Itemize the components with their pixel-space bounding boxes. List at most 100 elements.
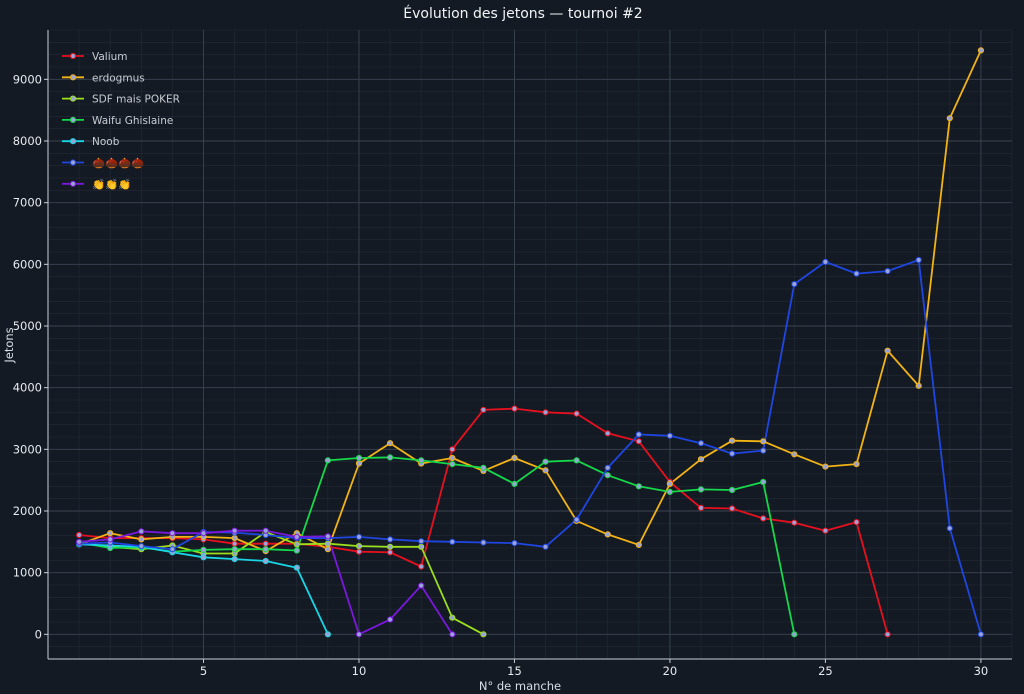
data-point (573, 516, 580, 523)
legend-item-0: Valium (62, 51, 128, 63)
data-point (200, 554, 207, 561)
data-point (387, 536, 394, 543)
data-point (107, 530, 114, 537)
data-point (604, 531, 611, 538)
chart-title: Évolution des jetons — tournoi #2 (403, 5, 642, 22)
data-point (200, 546, 207, 554)
legend-marker (69, 180, 77, 187)
data-point (666, 480, 674, 487)
data-point (915, 382, 922, 389)
data-point (822, 527, 829, 534)
data-point (729, 450, 736, 457)
data-point (884, 268, 891, 275)
y-tick-label: 5000 (13, 319, 42, 333)
series-line-1 (78, 50, 982, 552)
data-point (791, 519, 798, 526)
data-point (791, 451, 798, 458)
data-point (324, 533, 331, 540)
data-point (231, 535, 238, 542)
data-point (884, 631, 891, 638)
data-point (231, 540, 238, 547)
data-point (418, 457, 425, 464)
legend-label: Valium (92, 51, 128, 63)
data-point (573, 457, 580, 464)
legend-marker (69, 159, 77, 166)
x-tick-label: 30 (974, 664, 989, 678)
data-point (76, 531, 83, 539)
data-point (511, 454, 518, 462)
y-tick-label: 7000 (13, 196, 42, 210)
legend-marker (69, 74, 77, 81)
legend-label: erdogmus (92, 72, 145, 84)
data-point (355, 460, 363, 467)
data-point (387, 543, 394, 550)
y-axis-ticks: 0 1000 2000 3000 4000 5000 6000 7000 8000 9000 (13, 72, 48, 641)
data-point (355, 454, 363, 462)
data-point (449, 446, 456, 453)
y-tick-label: 9000 (13, 72, 42, 86)
data-point (418, 543, 425, 550)
data-point (231, 556, 238, 563)
data-point (138, 536, 145, 543)
data-point (511, 405, 518, 412)
data-point (542, 458, 549, 465)
x-axis-ticks: 5 10 15 20 25 30 (200, 659, 988, 678)
data-point (573, 410, 580, 417)
y-tick-label: 6000 (13, 257, 42, 271)
data-point (635, 541, 642, 549)
data-point (542, 467, 549, 474)
data-point (76, 538, 83, 545)
series-line-3 (78, 456, 796, 635)
data-point (293, 541, 300, 548)
legend-item-2: SDF mais POKER (62, 94, 180, 106)
legend-marker (69, 95, 77, 102)
data-point (697, 456, 705, 463)
data-point (324, 546, 331, 553)
legend: Valium erdogmus SDF mais POKER Waifu Ghisla… (62, 51, 180, 191)
data-point (262, 540, 269, 547)
grid (47, 29, 1013, 660)
data-point (729, 486, 736, 494)
x-tick-label: 20 (663, 664, 678, 678)
y-axis-label: Jetons (2, 327, 16, 363)
data-point (418, 563, 425, 570)
data-point (387, 616, 394, 623)
data-point (418, 582, 425, 589)
x-tick-label: 25 (818, 664, 833, 678)
data-point (760, 515, 767, 522)
y-tick-label: 8000 (13, 134, 42, 148)
data-point (293, 547, 300, 554)
data-point (387, 440, 394, 447)
data-point (324, 540, 331, 547)
data-point (262, 546, 269, 553)
x-tick-label: 5 (200, 664, 207, 678)
data-point (666, 488, 674, 495)
data-point (977, 631, 985, 638)
legend-item-6: 👏👏👏 (62, 178, 131, 191)
data-point (293, 533, 300, 541)
legend-marker (69, 116, 77, 124)
data-point (138, 528, 145, 535)
data-point (760, 447, 767, 454)
x-tick-label: 15 (507, 664, 522, 678)
data-point (355, 543, 363, 550)
data-point (635, 431, 642, 438)
data-point (791, 281, 798, 288)
data-point (231, 546, 238, 553)
y-tick-label: 4000 (13, 381, 42, 395)
legend-item-5: 🌰🌰🌰🌰 (62, 157, 144, 170)
data-point (138, 543, 145, 550)
data-point (853, 270, 860, 277)
data-point (542, 543, 549, 550)
data-point (884, 347, 891, 354)
legend-item-4: Noob (62, 136, 120, 148)
x-tick-label: 10 (352, 664, 367, 678)
data-point (666, 432, 674, 439)
data-point (324, 631, 331, 638)
y-tick-label: 2000 (13, 504, 42, 518)
data-point (387, 549, 394, 556)
legend-label: Noob (92, 136, 120, 148)
data-point (946, 525, 953, 532)
data-point (169, 546, 176, 553)
legend-item-3: Waifu Ghislaine (62, 115, 173, 127)
